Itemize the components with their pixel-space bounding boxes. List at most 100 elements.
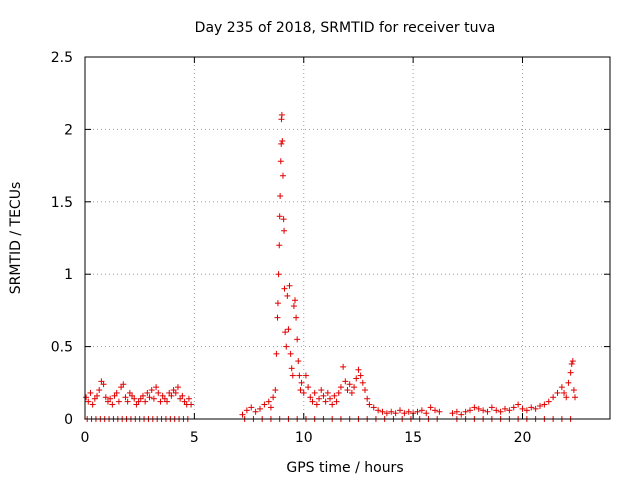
- data-point: [305, 384, 312, 391]
- data-point: [273, 350, 280, 357]
- data-point: [351, 384, 358, 391]
- y-tick-label: 1: [64, 267, 73, 283]
- data-point: [554, 389, 561, 396]
- data-point: [379, 408, 386, 415]
- data-point: [532, 405, 539, 412]
- data-point: [124, 398, 131, 405]
- data-point: [298, 379, 305, 386]
- data-point: [563, 394, 570, 401]
- data-point: [392, 410, 399, 417]
- data-point: [148, 387, 155, 394]
- data-point: [153, 384, 160, 391]
- data-point: [311, 389, 318, 396]
- x-tick-label: 20: [514, 430, 532, 446]
- data-point: [497, 408, 504, 415]
- data-point: [179, 392, 186, 399]
- data-point: [102, 394, 109, 401]
- data-points: [83, 111, 578, 422]
- data-point: [278, 140, 285, 147]
- data-point: [307, 394, 314, 401]
- data-point: [335, 389, 342, 396]
- data-point: [515, 401, 522, 408]
- data-point: [313, 401, 320, 408]
- data-point: [458, 411, 465, 418]
- data-point: [289, 372, 296, 379]
- axis-ticks: [84, 56, 610, 420]
- data-point: [295, 358, 302, 365]
- data-point: [272, 387, 279, 394]
- y-tick-label: 1.5: [51, 195, 73, 211]
- data-point: [493, 407, 500, 414]
- data-point: [383, 410, 390, 417]
- data-point: [550, 394, 557, 401]
- data-point: [252, 408, 259, 415]
- data-point: [113, 389, 120, 396]
- data-point: [436, 408, 443, 415]
- data-point: [375, 407, 382, 414]
- data-point: [558, 384, 565, 391]
- data-point: [449, 410, 456, 417]
- data-point: [115, 398, 122, 405]
- data-point: [286, 282, 293, 289]
- data-point: [302, 372, 309, 379]
- data-point: [287, 350, 294, 357]
- data-point: [109, 401, 116, 408]
- data-point: [100, 381, 107, 388]
- data-point: [292, 297, 298, 304]
- plot-frame: [84, 56, 611, 420]
- data-point: [565, 379, 572, 386]
- data-point: [340, 363, 347, 370]
- data-point: [157, 398, 164, 405]
- data-point: [87, 389, 94, 396]
- data-point: [83, 394, 90, 401]
- data-point: [107, 395, 114, 402]
- data-point: [89, 401, 96, 408]
- data-point: [322, 398, 329, 405]
- data-point: [327, 395, 333, 402]
- data-point: [337, 384, 344, 391]
- data-point: [519, 405, 526, 412]
- data-point: [265, 398, 272, 405]
- data-point: [248, 404, 255, 411]
- data-point: [480, 407, 487, 414]
- data-point: [270, 394, 277, 401]
- data-point: [318, 387, 325, 394]
- data-point: [467, 407, 473, 414]
- data-point: [462, 408, 469, 415]
- data-point: [355, 366, 362, 373]
- data-point: [172, 389, 179, 396]
- x-tick-label: 0: [81, 430, 90, 446]
- data-point: [276, 242, 283, 249]
- data-point: [344, 387, 351, 394]
- data-point: [510, 404, 517, 411]
- data-point: [239, 411, 246, 418]
- data-point: [139, 392, 146, 399]
- data-point: [523, 407, 530, 414]
- data-point: [294, 336, 301, 343]
- data-point: [568, 360, 575, 367]
- data-point: [414, 408, 421, 415]
- x-tick-label: 15: [404, 430, 422, 446]
- data-point: [185, 395, 192, 402]
- data-point: [545, 398, 552, 405]
- data-point: [488, 404, 495, 411]
- tick-labels: 0 5 10 15 20 0 0.5 1 1.5 2 2.5: [51, 50, 532, 446]
- data-point: [364, 395, 371, 402]
- data-point: [277, 158, 284, 165]
- data-point: [288, 365, 295, 372]
- data-point: [144, 389, 151, 396]
- data-point: [168, 392, 175, 399]
- data-point: [397, 407, 403, 414]
- x-tick-label: 5: [190, 430, 199, 446]
- data-point: [537, 402, 543, 409]
- data-point: [284, 292, 291, 299]
- data-point: [131, 395, 138, 402]
- data-point: [275, 271, 282, 278]
- data-point: [150, 395, 157, 402]
- data-point: [261, 401, 268, 408]
- data-point: [280, 216, 287, 223]
- data-point: [122, 394, 129, 401]
- data-point: [285, 326, 292, 333]
- data-point: [281, 285, 288, 292]
